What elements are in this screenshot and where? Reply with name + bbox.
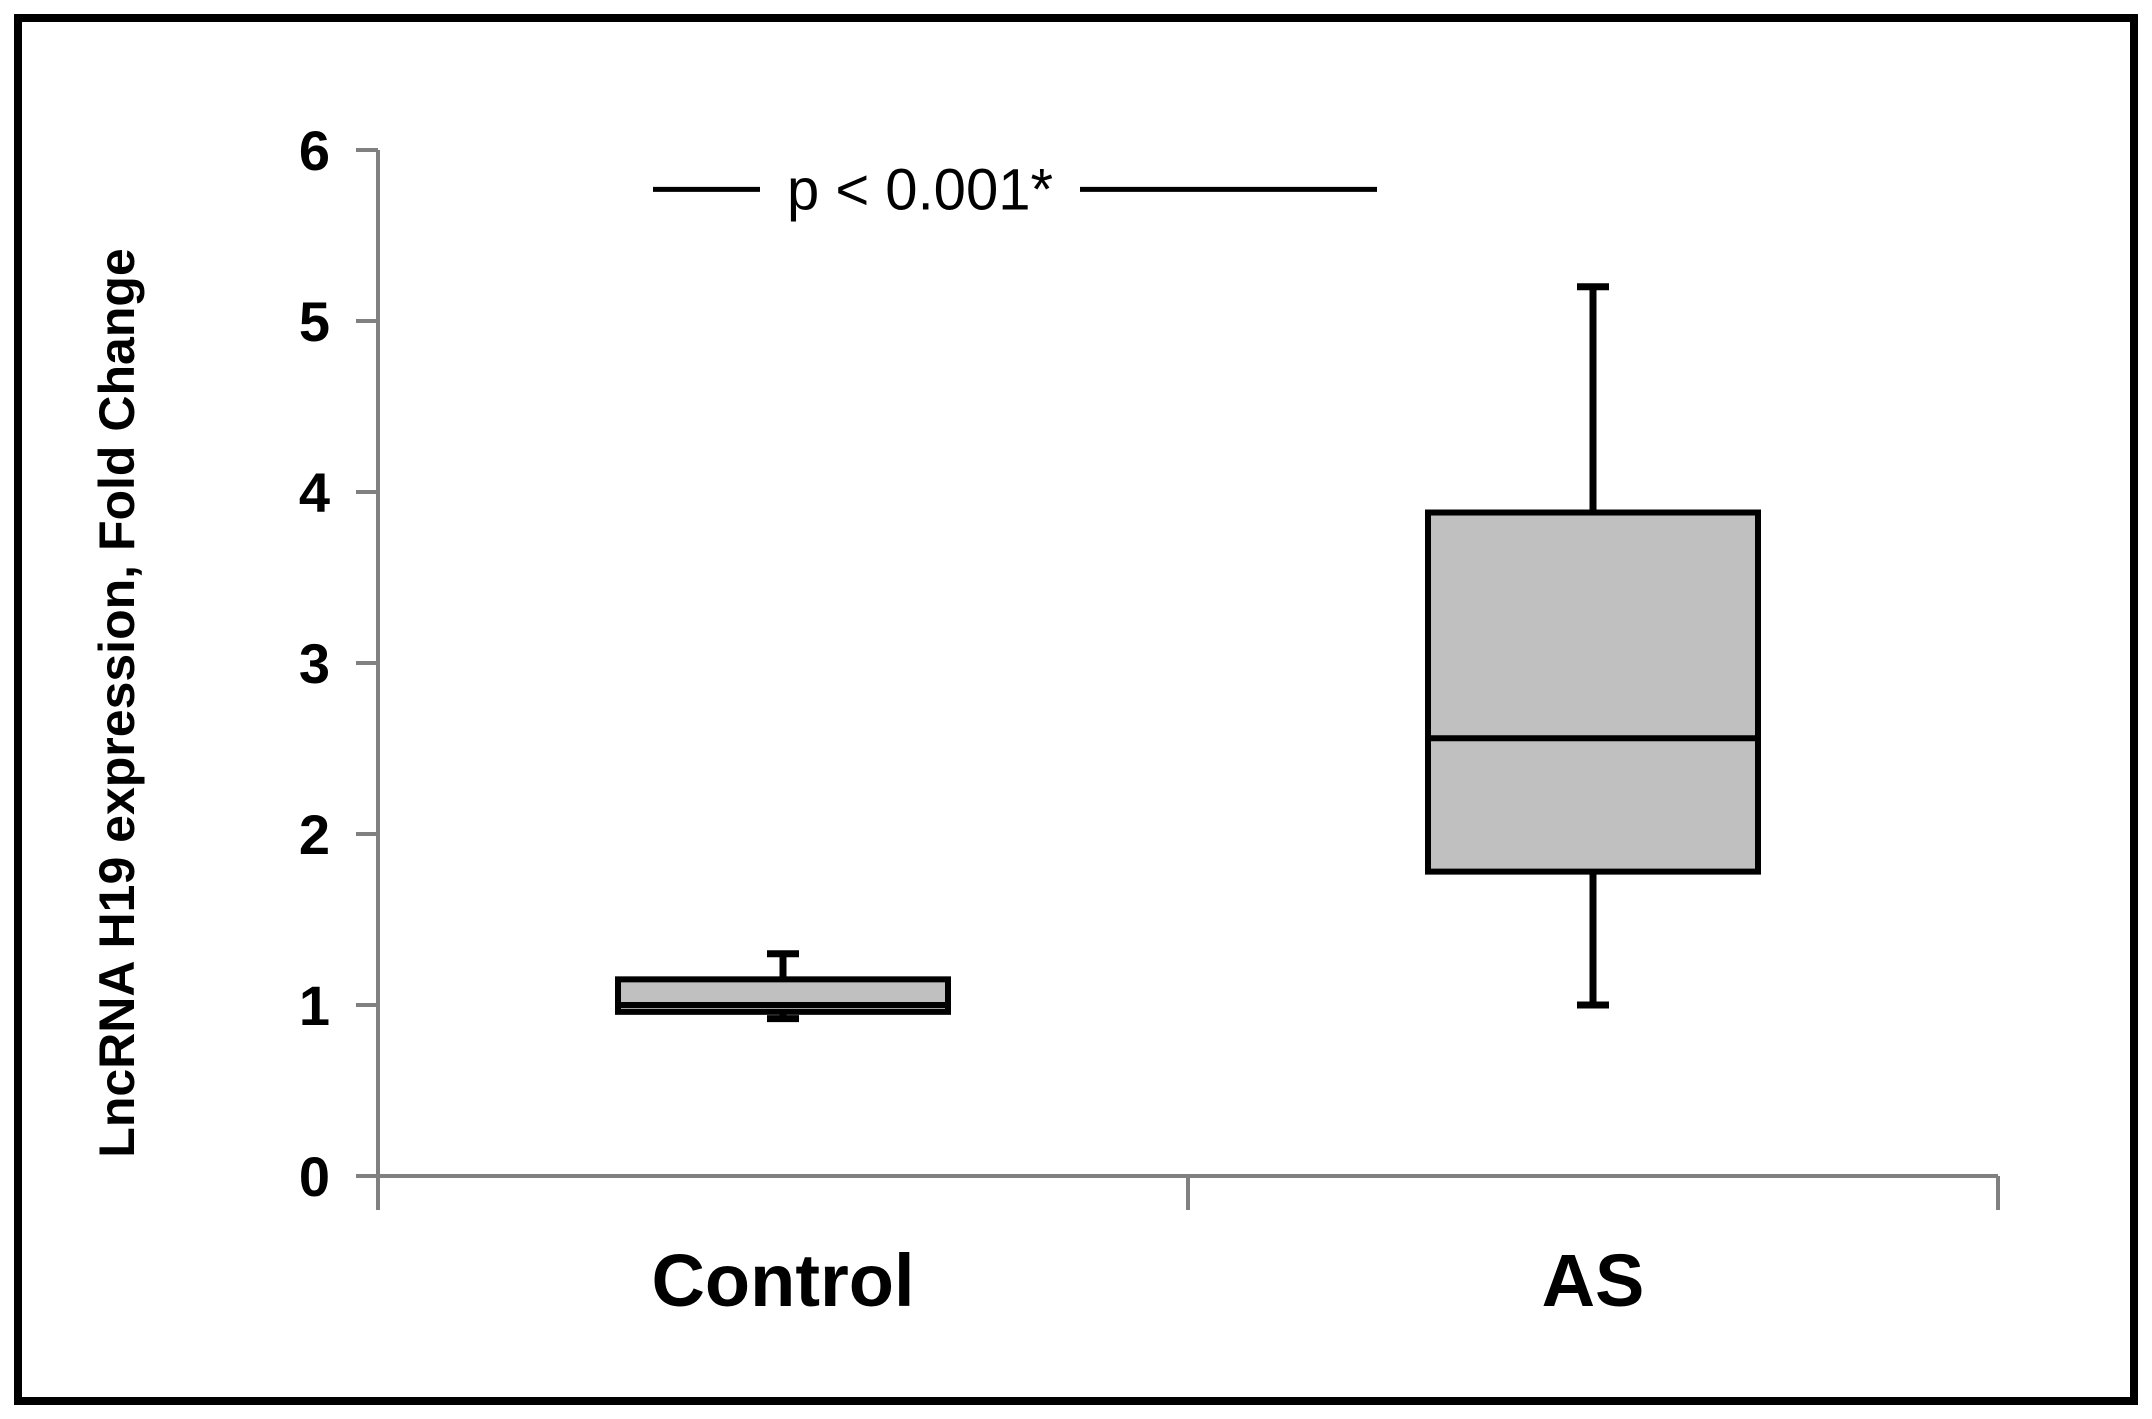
box-as bbox=[1425, 283, 1761, 1009]
y-tick-label: 2 bbox=[299, 803, 330, 866]
significance-annotation: p < 0.001* bbox=[653, 157, 1377, 222]
y-axis: 0 1 2 3 4 5 6 bbox=[299, 119, 380, 1208]
y-tick-label: 5 bbox=[299, 290, 330, 353]
x-category-label: Control bbox=[651, 1239, 914, 1322]
box-plot-chart: 0 1 2 3 4 5 6 Control AS p < 0.001* LncRNA H19 … bbox=[89, 119, 2000, 1322]
y-tick-label: 3 bbox=[299, 632, 330, 695]
y-tick-label: 4 bbox=[299, 461, 330, 524]
x-category-label: AS bbox=[1542, 1239, 1645, 1322]
box-series bbox=[615, 283, 1761, 1023]
y-tick-label: 1 bbox=[299, 974, 330, 1037]
iqr-box bbox=[1425, 509, 1761, 875]
y-tick-label: 0 bbox=[299, 1145, 330, 1208]
y-tick-label: 6 bbox=[299, 119, 330, 182]
x-axis: Control AS bbox=[376, 1174, 2000, 1322]
y-axis-title: LncRNA H19 expression, Fold Change bbox=[89, 248, 145, 1157]
box-control bbox=[615, 950, 951, 1023]
figure-frame: 0 1 2 3 4 5 6 Control AS p < 0.001* LncRNA H19 … bbox=[14, 14, 2138, 1405]
p-value-label: p < 0.001* bbox=[787, 157, 1053, 222]
